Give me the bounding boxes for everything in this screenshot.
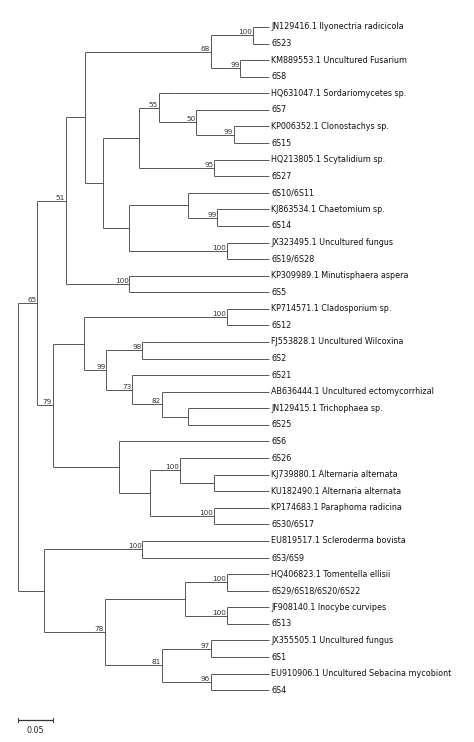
Text: 6S23: 6S23 (271, 39, 292, 48)
Text: 6S27: 6S27 (271, 171, 292, 181)
Text: JX355505.1 Uncultured fungus: JX355505.1 Uncultured fungus (271, 636, 393, 645)
Text: 6S2: 6S2 (271, 354, 286, 363)
Text: 0.05: 0.05 (27, 726, 44, 735)
Text: 6S14: 6S14 (271, 221, 291, 231)
Text: 97: 97 (201, 643, 210, 649)
Text: 6S29/6S18/6S20/6S22: 6S29/6S18/6S20/6S22 (271, 586, 360, 595)
Text: 100: 100 (212, 245, 227, 251)
Text: 6S25: 6S25 (271, 421, 292, 430)
Text: 6S6: 6S6 (271, 437, 286, 446)
Text: 6S30/6S17: 6S30/6S17 (271, 520, 314, 529)
Text: JF908140.1 Inocybe curvipes: JF908140.1 Inocybe curvipes (271, 603, 386, 611)
Text: 6S10/6S11: 6S10/6S11 (271, 188, 314, 197)
Text: EU910906.1 Uncultured Sebacina mycobiont: EU910906.1 Uncultured Sebacina mycobiont (271, 669, 451, 678)
Text: 6S1: 6S1 (271, 652, 286, 662)
Text: 6S3/6S9: 6S3/6S9 (271, 553, 304, 562)
Text: 100: 100 (200, 510, 213, 516)
Text: JN129415.1 Trichophaea sp.: JN129415.1 Trichophaea sp. (271, 404, 383, 413)
Text: 6S19/6S28: 6S19/6S28 (271, 255, 314, 263)
Text: 100: 100 (212, 577, 227, 582)
Text: KJ739880.1 Alternaria alternata: KJ739880.1 Alternaria alternata (271, 470, 398, 479)
Text: 81: 81 (152, 660, 161, 666)
Text: 100: 100 (165, 464, 179, 470)
Text: 100: 100 (115, 278, 128, 284)
Text: AB636444.1 Uncultured ectomycorrhizal: AB636444.1 Uncultured ectomycorrhizal (271, 387, 434, 396)
Text: 100: 100 (128, 543, 142, 549)
Text: 6S8: 6S8 (271, 72, 286, 81)
Text: HQ406823.1 Tomentella ellisii: HQ406823.1 Tomentella ellisii (271, 570, 390, 579)
Text: JX323495.1 Uncultured fungus: JX323495.1 Uncultured fungus (271, 238, 393, 247)
Text: KP006352.1 Clonostachys sp.: KP006352.1 Clonostachys sp. (271, 122, 389, 131)
Text: 100: 100 (212, 610, 227, 616)
Text: 6S12: 6S12 (271, 321, 292, 330)
Text: 6S13: 6S13 (271, 620, 291, 628)
Text: KJ863534.1 Chaetomium sp.: KJ863534.1 Chaetomium sp. (271, 205, 385, 214)
Text: KU182490.1 Alternaria alternata: KU182490.1 Alternaria alternata (271, 487, 401, 496)
Text: 98: 98 (132, 344, 142, 350)
Text: 51: 51 (56, 194, 65, 200)
Text: 6S4: 6S4 (271, 686, 286, 695)
Text: 100: 100 (212, 311, 227, 317)
Text: HQ631047.1 Sordariomycetes sp.: HQ631047.1 Sordariomycetes sp. (271, 89, 406, 98)
Text: EU819517.1 Scleroderma bovista: EU819517.1 Scleroderma bovista (271, 536, 406, 545)
Text: FJ553828.1 Uncultured Wilcoxina: FJ553828.1 Uncultured Wilcoxina (271, 338, 403, 347)
Text: 6S15: 6S15 (271, 139, 292, 148)
Text: 6S21: 6S21 (271, 371, 292, 380)
Text: 100: 100 (238, 29, 253, 35)
Text: 6S5: 6S5 (271, 288, 286, 297)
Text: JN129416.1 Ilyonectria radicicola: JN129416.1 Ilyonectria radicicola (271, 22, 404, 31)
Text: KP714571.1 Cladosporium sp.: KP714571.1 Cladosporium sp. (271, 304, 392, 313)
Text: KP174683.1 Paraphoma radicina: KP174683.1 Paraphoma radicina (271, 503, 402, 512)
Text: 55: 55 (149, 102, 158, 108)
Text: 78: 78 (95, 626, 104, 632)
Text: 95: 95 (204, 162, 213, 168)
Text: 50: 50 (186, 116, 195, 122)
Text: 82: 82 (152, 398, 161, 404)
Text: 6S7: 6S7 (271, 105, 286, 114)
Text: KP309989.1 Minutisphaera aspera: KP309989.1 Minutisphaera aspera (271, 271, 409, 280)
Text: 99: 99 (224, 128, 233, 135)
Text: 99: 99 (97, 364, 106, 370)
Text: 96: 96 (201, 676, 210, 682)
Text: 79: 79 (43, 399, 52, 405)
Text: HQ213805.1 Scytalidium sp.: HQ213805.1 Scytalidium sp. (271, 155, 385, 164)
Text: 73: 73 (123, 384, 132, 390)
Text: 65: 65 (27, 297, 36, 303)
Text: 6S26: 6S26 (271, 453, 292, 462)
Text: 99: 99 (207, 211, 217, 217)
Text: KM889553.1 Uncultured Fusarium: KM889553.1 Uncultured Fusarium (271, 56, 407, 65)
Text: 68: 68 (201, 46, 210, 52)
Text: 99: 99 (230, 62, 239, 68)
